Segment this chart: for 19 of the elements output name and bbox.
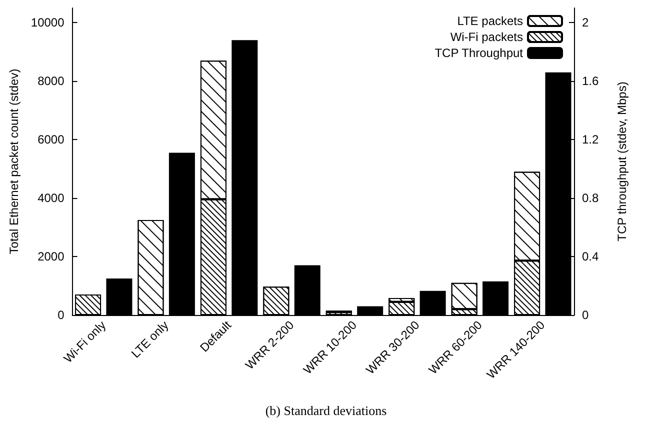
text: (b) Standard deviations [265,403,387,418]
legend-label: Wi-Fi packets [450,30,523,44]
y-tick-label: 0 [58,308,65,322]
y2-tick-label: 2 [582,16,589,30]
y-tick-label: 10000 [30,16,65,30]
y-tick-label: 4000 [38,191,65,206]
y2-tick-label: 1.2 [582,132,600,147]
y2-tick-label: 0.4 [582,250,600,264]
y-tick-label: 8000 [38,74,65,88]
y2-tick-label: 0.8 [582,191,600,206]
legend-label: TCP Throughput [434,46,524,60]
y-axis-title: Total Ethernet packet count (stdev) [7,68,21,254]
y2-tick-label: 1.6 [582,74,600,88]
y-tick-label: 2000 [38,250,65,264]
y-tick-label: 6000 [38,132,65,147]
x-tick-label: LTE only [128,318,172,361]
y2-axis-title: TCP throughput (stdev, Mbps) [615,82,629,242]
legend-label: LTE packets [457,14,523,28]
y2-tick-label: 0 [582,308,589,322]
